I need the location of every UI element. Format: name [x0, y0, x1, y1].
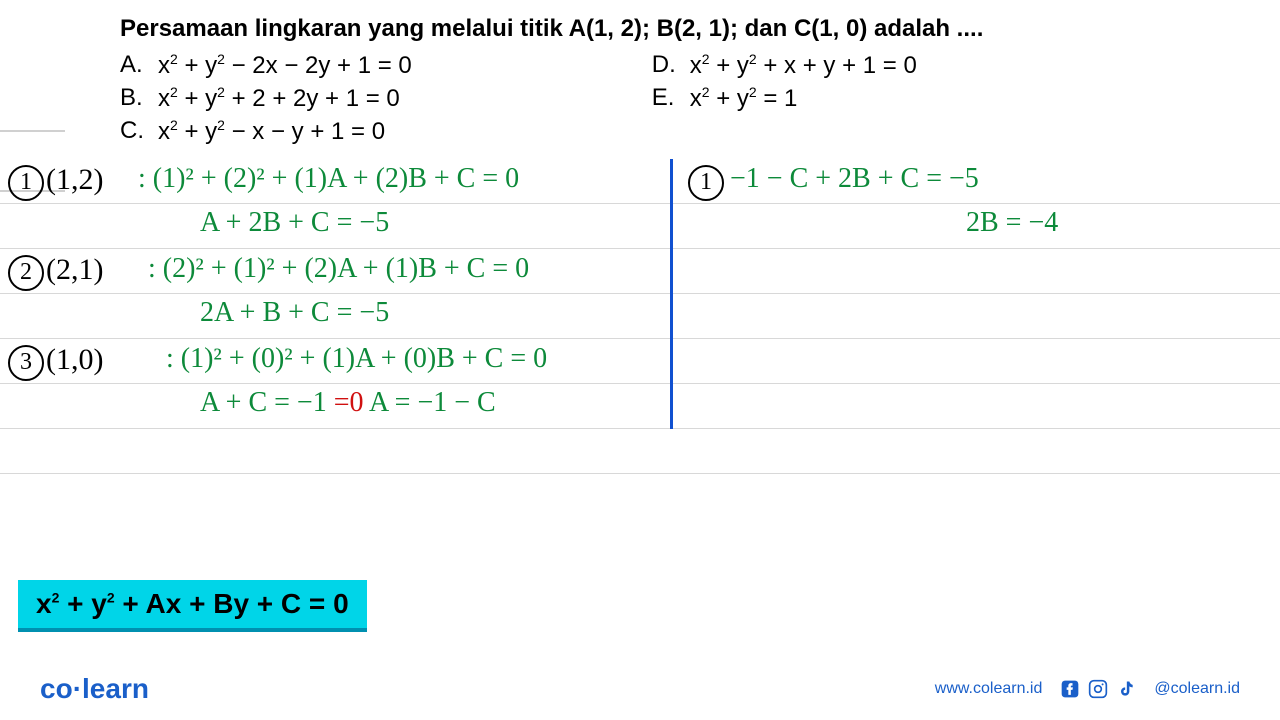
option-a: A. x2 + y2 − 2x − 2y + 1 = 0 [120, 51, 412, 80]
option-equation: x2 + y2 + x + y + 1 = 0 [690, 51, 917, 80]
formula-text: x2 + y2 + Ax + By + C = 0 [36, 588, 349, 619]
option-label: B. [120, 84, 144, 113]
footer: co·learn www.colearn.id @colearn.id [0, 673, 1280, 705]
option-d: D. x2 + y2 + x + y + 1 = 0 [652, 51, 917, 80]
step-3-eq: : (1)² + (0)² + (1)A + (0)B + C = 0 [166, 343, 547, 375]
step-1-coord: (1,2) [46, 163, 103, 197]
social-icons [1060, 679, 1136, 699]
options-right: D. x2 + y2 + x + y + 1 = 0 E. x2 + y2 = … [652, 51, 917, 146]
option-label: E. [652, 84, 676, 113]
logo: co·learn [40, 673, 149, 705]
option-b: B. x2 + y2 + 2 + 2y + 1 = 0 [120, 84, 412, 113]
website-url: www.colearn.id [935, 680, 1043, 698]
option-equation: x2 + y2 = 1 [690, 84, 798, 113]
step-3-simplified: A + C = −1 =0 A = −1 − C [200, 387, 496, 419]
option-c: C. x2 + y2 − x − y + 1 = 0 [120, 117, 412, 146]
handwriting-area: 1 (1,2) : (1)² + (2)² + (1)A + (2)B + C … [0, 159, 1280, 499]
footer-right: www.colearn.id @colearn.id [935, 679, 1240, 699]
right-step-1-text: −1 − C + 2B + C = −5 [730, 163, 979, 195]
step-2-coord: (2,1) [46, 253, 103, 287]
step-3-number: 3 [8, 345, 44, 381]
step-3-coord: (1,0) [46, 343, 103, 377]
step-1-simplified: A + 2B + C = −5 [200, 207, 389, 239]
option-equation: x2 + y2 + 2 + 2y + 1 = 0 [158, 84, 400, 113]
option-label: D. [652, 51, 676, 80]
instagram-icon [1088, 679, 1108, 699]
right-step-1-number: 1 [688, 165, 724, 201]
step-2-number: 2 [8, 255, 44, 291]
option-e: E. x2 + y2 = 1 [652, 84, 917, 113]
tiktok-icon [1116, 679, 1136, 699]
step-2-simplified: 2A + B + C = −5 [200, 297, 389, 329]
vertical-divider [670, 159, 673, 429]
question-text: Persamaan lingkaran yang melalui titik A… [120, 15, 1160, 43]
step-1-number: 1 [8, 165, 44, 201]
step-1-eq: : (1)² + (2)² + (1)A + (2)B + C = 0 [138, 163, 519, 195]
option-equation: x2 + y2 − x − y + 1 = 0 [158, 117, 385, 146]
option-label: A. [120, 51, 144, 80]
social-handle: @colearn.id [1154, 680, 1240, 698]
step-2-eq: : (2)² + (1)² + (2)A + (1)B + C = 0 [148, 253, 529, 285]
option-equation: x2 + y2 − 2x − 2y + 1 = 0 [158, 51, 412, 80]
formula-box: x2 + y2 + Ax + By + C = 0 [18, 580, 367, 632]
option-label: C. [120, 117, 144, 146]
options-left: A. x2 + y2 − 2x − 2y + 1 = 0 B. x2 + y2 … [120, 51, 412, 146]
facebook-icon [1060, 679, 1080, 699]
options-container: A. x2 + y2 − 2x − 2y + 1 = 0 B. x2 + y2 … [120, 51, 1160, 146]
right-step-2-text: 2B = −4 [966, 207, 1058, 239]
